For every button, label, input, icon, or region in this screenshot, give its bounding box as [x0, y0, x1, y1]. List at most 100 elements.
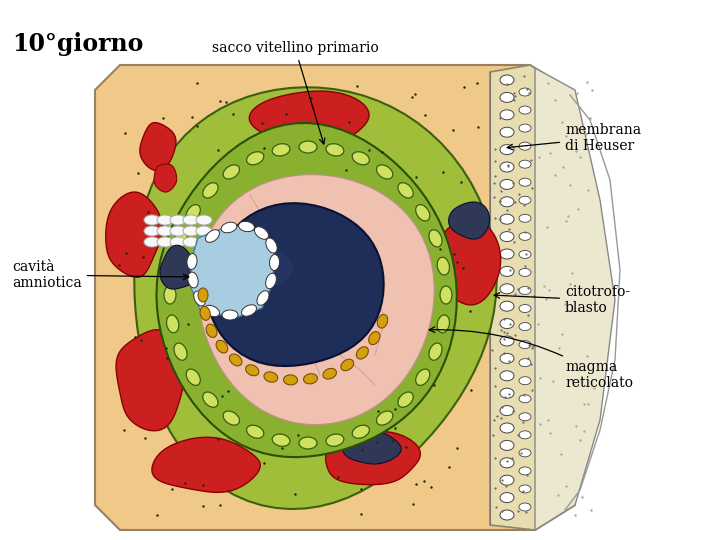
Ellipse shape [326, 144, 344, 156]
Ellipse shape [196, 215, 212, 225]
Ellipse shape [257, 291, 269, 305]
Ellipse shape [500, 301, 514, 311]
Ellipse shape [519, 232, 531, 240]
Ellipse shape [500, 110, 514, 120]
Polygon shape [207, 203, 384, 366]
Ellipse shape [203, 392, 218, 407]
Polygon shape [438, 221, 500, 305]
Ellipse shape [377, 314, 388, 328]
Ellipse shape [369, 332, 380, 345]
Ellipse shape [500, 179, 514, 190]
Ellipse shape [500, 75, 514, 85]
Ellipse shape [144, 237, 160, 247]
Ellipse shape [170, 226, 186, 236]
Ellipse shape [272, 434, 290, 446]
Ellipse shape [323, 368, 336, 379]
Ellipse shape [519, 124, 531, 132]
Polygon shape [140, 123, 176, 171]
Ellipse shape [304, 374, 318, 384]
Ellipse shape [500, 266, 514, 276]
Ellipse shape [164, 286, 176, 304]
Text: 10°giorno: 10°giorno [12, 32, 143, 56]
Ellipse shape [170, 237, 186, 247]
Ellipse shape [266, 238, 277, 253]
Polygon shape [197, 174, 434, 424]
Ellipse shape [266, 273, 276, 289]
Ellipse shape [519, 413, 531, 421]
Ellipse shape [157, 226, 173, 236]
Polygon shape [325, 431, 420, 484]
Ellipse shape [206, 324, 217, 338]
Ellipse shape [377, 411, 393, 425]
Ellipse shape [241, 305, 256, 316]
Ellipse shape [196, 226, 212, 236]
Ellipse shape [519, 467, 531, 475]
Ellipse shape [440, 286, 452, 304]
Ellipse shape [519, 503, 531, 511]
Ellipse shape [500, 388, 514, 398]
Ellipse shape [170, 215, 186, 225]
Ellipse shape [269, 254, 279, 271]
Ellipse shape [246, 425, 264, 438]
Ellipse shape [246, 364, 259, 376]
Ellipse shape [356, 347, 369, 359]
Ellipse shape [500, 249, 514, 259]
Ellipse shape [500, 406, 514, 416]
Ellipse shape [222, 278, 258, 302]
Text: cavità
amniotica: cavità amniotica [12, 260, 189, 290]
Ellipse shape [519, 449, 531, 457]
Text: membrana
di Heuser: membrana di Heuser [507, 123, 641, 153]
Ellipse shape [157, 215, 173, 225]
Polygon shape [116, 330, 186, 431]
Ellipse shape [183, 226, 199, 236]
Ellipse shape [183, 237, 199, 247]
Ellipse shape [519, 142, 531, 150]
Ellipse shape [500, 441, 514, 450]
Polygon shape [249, 91, 369, 148]
Ellipse shape [500, 319, 514, 329]
Ellipse shape [500, 145, 514, 154]
Text: magma
reticolato: magma reticolato [429, 327, 633, 390]
Ellipse shape [500, 232, 514, 241]
Ellipse shape [166, 315, 179, 333]
Ellipse shape [519, 88, 531, 96]
Ellipse shape [500, 284, 514, 294]
Ellipse shape [196, 237, 212, 247]
Ellipse shape [519, 377, 531, 384]
Ellipse shape [186, 369, 200, 386]
Ellipse shape [187, 254, 197, 269]
Polygon shape [449, 202, 490, 239]
Ellipse shape [429, 343, 442, 360]
Ellipse shape [519, 268, 531, 276]
Text: sacco vitellino primario: sacco vitellino primario [212, 41, 379, 144]
Polygon shape [343, 431, 401, 464]
Ellipse shape [500, 336, 514, 346]
Ellipse shape [398, 183, 413, 198]
Text: citotrofo-
blasto: citotrofo- blasto [494, 285, 630, 315]
Ellipse shape [299, 141, 317, 153]
Ellipse shape [377, 165, 393, 179]
Polygon shape [160, 245, 197, 289]
Ellipse shape [519, 485, 531, 493]
Ellipse shape [174, 230, 187, 247]
Ellipse shape [299, 437, 317, 449]
Polygon shape [154, 164, 176, 192]
Ellipse shape [500, 353, 514, 363]
Polygon shape [535, 68, 615, 530]
Polygon shape [152, 437, 261, 492]
Ellipse shape [500, 92, 514, 103]
Ellipse shape [352, 152, 369, 165]
Ellipse shape [198, 288, 208, 302]
Ellipse shape [144, 215, 160, 225]
Ellipse shape [500, 162, 514, 172]
Ellipse shape [500, 197, 514, 207]
Ellipse shape [221, 222, 237, 233]
Polygon shape [95, 65, 575, 530]
Ellipse shape [500, 214, 514, 224]
Ellipse shape [186, 205, 200, 221]
Ellipse shape [415, 369, 430, 386]
Ellipse shape [204, 305, 220, 317]
Ellipse shape [519, 359, 531, 367]
Polygon shape [156, 123, 456, 457]
Ellipse shape [519, 431, 531, 439]
